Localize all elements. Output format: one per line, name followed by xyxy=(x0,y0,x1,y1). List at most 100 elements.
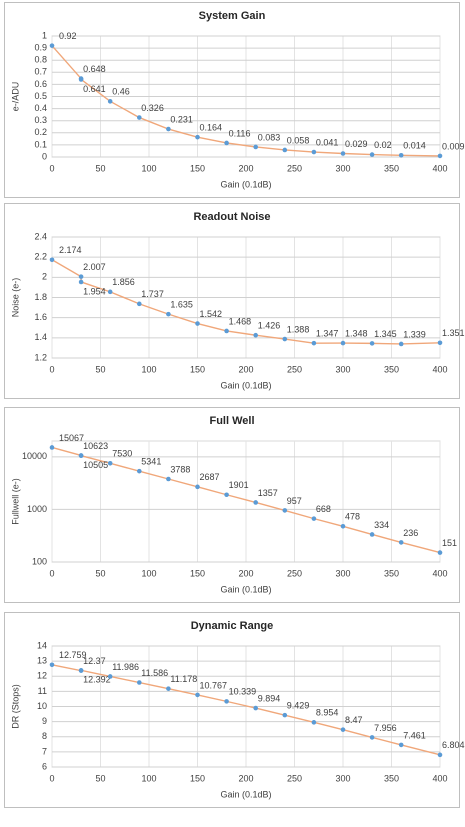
data-label: 2.174 xyxy=(59,245,82,255)
data-label: 7.956 xyxy=(374,723,397,733)
data-point xyxy=(195,484,200,490)
data-point xyxy=(253,500,258,505)
x-tick-label: 350 xyxy=(384,568,399,578)
y-tick-label: 11 xyxy=(38,686,47,696)
data-point xyxy=(78,274,84,279)
data-label: 15067 xyxy=(59,433,84,443)
data-label: 1.345 xyxy=(374,329,397,339)
data-point xyxy=(78,279,84,285)
data-label: 478 xyxy=(345,512,360,522)
data-point xyxy=(195,692,200,698)
y-tick-label: 1000 xyxy=(27,504,47,514)
x-tick-label: 350 xyxy=(384,163,399,173)
x-tick-label: 100 xyxy=(141,163,156,173)
y-tick-label: 0.1 xyxy=(34,139,47,149)
y-tick-label: 100 xyxy=(32,556,47,566)
y-tick-label: 1.4 xyxy=(34,332,47,342)
x-tick-label: 150 xyxy=(190,773,205,783)
panel xyxy=(4,612,460,808)
data-label: 0.014 xyxy=(403,141,426,151)
data-point xyxy=(78,453,84,459)
data-point xyxy=(282,508,288,513)
data-label: 8.954 xyxy=(316,708,339,718)
data-label: 12.392 xyxy=(83,675,111,685)
data-label: 0.058 xyxy=(287,135,310,145)
data-label: 10623 xyxy=(83,441,108,451)
data-label: 0.648 xyxy=(83,64,106,74)
data-point xyxy=(369,152,375,157)
data-label: 1.468 xyxy=(229,316,252,326)
data-point xyxy=(253,705,258,711)
data-point xyxy=(340,340,346,346)
panel xyxy=(4,407,460,603)
data-label: 0.029 xyxy=(345,139,368,149)
data-point xyxy=(311,340,317,346)
y-tick-label: 0.3 xyxy=(34,115,47,125)
data-label: 1357 xyxy=(258,488,278,498)
x-tick-label: 200 xyxy=(238,163,253,173)
x-tick-label: 250 xyxy=(287,568,302,578)
data-label: 0.116 xyxy=(229,128,251,138)
y-tick-label: 13 xyxy=(37,656,47,666)
data-label: 1.542 xyxy=(200,309,223,319)
x-tick-label: 100 xyxy=(141,364,156,374)
y-tick-label: 2.4 xyxy=(34,231,47,241)
y-axis-label: DR (Stops) xyxy=(10,684,20,729)
data-point xyxy=(282,712,288,718)
data-point xyxy=(340,151,346,156)
data-point xyxy=(369,532,375,537)
data-point xyxy=(224,492,229,498)
x-tick-label: 200 xyxy=(238,773,253,783)
data-label: 2687 xyxy=(200,472,220,482)
x-tick-label: 0 xyxy=(49,568,54,578)
x-tick-label: 200 xyxy=(238,364,253,374)
x-tick-label: 100 xyxy=(141,568,156,578)
data-label: 7530 xyxy=(112,449,132,459)
data-point xyxy=(107,99,113,104)
data-point xyxy=(107,289,113,295)
y-tick-label: 2 xyxy=(42,272,47,282)
y-tick-label: 6 xyxy=(42,761,47,771)
y-tick-label: 1.6 xyxy=(34,312,47,322)
x-tick-label: 0 xyxy=(49,163,54,173)
x-tick-label: 300 xyxy=(335,163,350,173)
data-label: 10.339 xyxy=(229,687,257,697)
data-point xyxy=(49,445,55,450)
data-label: 0.46 xyxy=(112,87,130,97)
y-axis-label: e-/ADU xyxy=(10,82,20,112)
data-point xyxy=(437,752,443,758)
data-label: 6.804 xyxy=(442,740,465,750)
x-tick-label: 50 xyxy=(95,163,105,173)
x-tick-label: 50 xyxy=(95,773,105,783)
data-label: 12.759 xyxy=(59,650,87,660)
data-label: 1.348 xyxy=(345,328,368,338)
y-tick-label: 7 xyxy=(42,746,47,756)
x-tick-label: 150 xyxy=(190,568,205,578)
data-point xyxy=(166,126,171,132)
data-point xyxy=(166,476,171,482)
data-label: 1.351 xyxy=(442,328,465,338)
x-tick-label: 350 xyxy=(384,364,399,374)
y-tick-label: 0.6 xyxy=(34,79,47,89)
data-point xyxy=(398,153,404,158)
data-point xyxy=(137,301,142,307)
x-axis-label: Gain (0.1dB) xyxy=(220,584,271,594)
data-label: 1.339 xyxy=(403,329,426,339)
data-point xyxy=(49,662,55,668)
x-tick-label: 200 xyxy=(238,568,253,578)
data-label: 334 xyxy=(374,520,389,530)
x-tick-label: 400 xyxy=(432,568,447,578)
data-label: 0.02 xyxy=(374,140,392,150)
data-point xyxy=(49,43,55,48)
y-tick-label: 0.7 xyxy=(34,67,47,77)
y-tick-label: 9 xyxy=(42,716,47,726)
data-label: 1.635 xyxy=(170,300,193,310)
data-point xyxy=(437,340,443,346)
x-tick-label: 300 xyxy=(335,364,350,374)
data-label: 0.041 xyxy=(316,137,339,147)
data-point xyxy=(137,680,142,685)
data-label: 1.954 xyxy=(83,286,106,296)
y-tick-label: 14 xyxy=(37,640,47,650)
